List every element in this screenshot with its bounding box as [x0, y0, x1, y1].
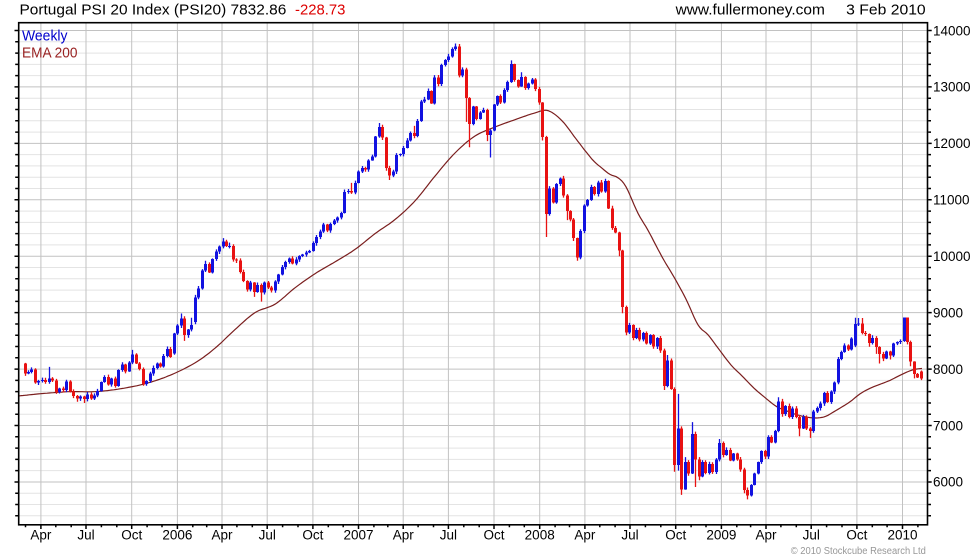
- svg-text:Jul: Jul: [259, 528, 276, 543]
- svg-text:2009: 2009: [706, 528, 736, 543]
- svg-text:9000: 9000: [933, 305, 963, 320]
- svg-text:2007: 2007: [343, 528, 373, 543]
- svg-text:Jul: Jul: [803, 528, 820, 543]
- svg-text:Jul: Jul: [621, 528, 638, 543]
- svg-text:Portugal PSI 20 Index (PSI20): Portugal PSI 20 Index (PSI20) 7832.86: [20, 3, 287, 19]
- svg-text:Apr: Apr: [393, 528, 415, 543]
- svg-text:Oct: Oct: [483, 528, 504, 543]
- svg-text:11000: 11000: [933, 193, 970, 208]
- svg-text:12000: 12000: [933, 136, 971, 151]
- svg-text:© 2010 Stockcube Research Ltd: © 2010 Stockcube Research Ltd: [791, 546, 926, 557]
- svg-text:Apr: Apr: [755, 528, 777, 543]
- svg-text:Weekly: Weekly: [22, 29, 68, 45]
- svg-text:2008: 2008: [525, 528, 555, 543]
- svg-text:13000: 13000: [933, 80, 971, 95]
- svg-text:Apr: Apr: [30, 528, 52, 543]
- svg-text:7000: 7000: [933, 418, 963, 433]
- svg-text:2010: 2010: [887, 528, 917, 543]
- svg-text:EMA 200: EMA 200: [22, 46, 78, 62]
- svg-text:3 Feb 2010: 3 Feb 2010: [846, 3, 926, 19]
- svg-text:6000: 6000: [933, 475, 963, 490]
- svg-text:10000: 10000: [933, 249, 971, 264]
- svg-text:14000: 14000: [933, 23, 971, 38]
- svg-text:-228.73: -228.73: [295, 3, 345, 19]
- svg-text:Jul: Jul: [440, 528, 457, 543]
- svg-text:8000: 8000: [933, 362, 963, 377]
- svg-text:Oct: Oct: [121, 528, 142, 543]
- svg-text:Jul: Jul: [77, 528, 94, 543]
- svg-text:2006: 2006: [162, 528, 192, 543]
- svg-text:Apr: Apr: [211, 528, 233, 543]
- svg-text:Apr: Apr: [574, 528, 596, 543]
- svg-text:Oct: Oct: [846, 528, 867, 543]
- svg-text:Oct: Oct: [302, 528, 323, 543]
- svg-text:www.fullermoney.com: www.fullermoney.com: [675, 3, 825, 19]
- svg-text:Oct: Oct: [665, 528, 686, 543]
